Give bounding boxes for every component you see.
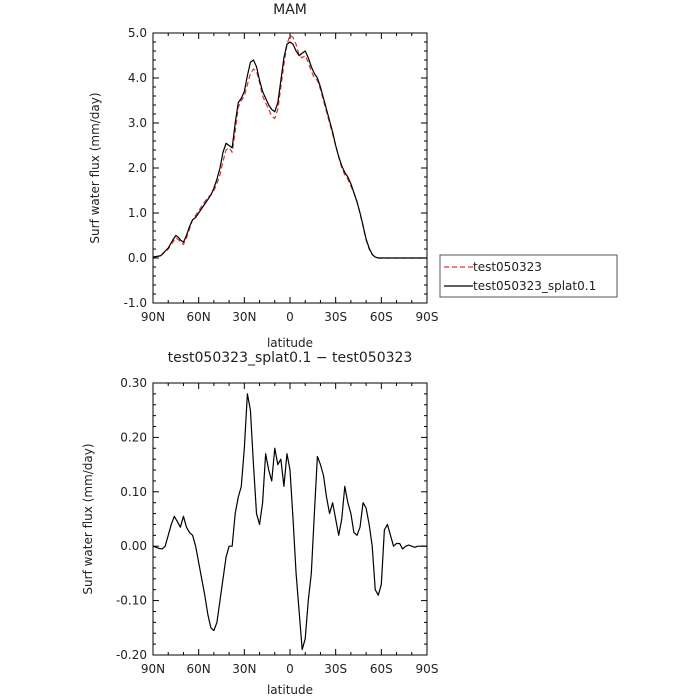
legend-box [439, 254, 618, 298]
y-tick-label: 5.0 [128, 26, 147, 40]
series-line-test050323-splat0-1 [152, 41, 427, 259]
series-line-test050323 [152, 34, 427, 259]
y-tick-label: 0.10 [120, 485, 147, 499]
x-tick-label: 60S [370, 662, 393, 676]
y-tick-labels: -0.20 -0.10 0.00 0.10 0.20 0.30 [116, 376, 147, 662]
x-tick-label: 0 [286, 310, 294, 324]
difference-chart-title: test050323_splat0.1 − test050323 [168, 350, 413, 366]
series-line-difference [152, 393, 427, 651]
y-axis-label: Surf water flux (mm/day) [88, 92, 102, 243]
x-tick-label: 30N [232, 662, 256, 676]
top-chart-panel: MAM -1.0 0.0 1.0 2.0 3.0 4.0 5.0 90N 60N 30N 0 30S… [88, 2, 618, 350]
y-axis-label: Surf water flux (mm/day) [81, 443, 95, 594]
y-tick-label: -0.20 [116, 648, 147, 662]
axis-ticks [152, 382, 428, 656]
legend: test050323 test050323_splat0.1 [439, 254, 618, 298]
axis-ticks [152, 32, 428, 304]
y-tick-labels: -1.0 0.0 1.0 2.0 3.0 4.0 5.0 [124, 26, 147, 310]
bottom-chart-panel: test050323_splat0.1 − test050323 -0.20-0… [81, 350, 438, 697]
x-axis-label: latitude [267, 336, 313, 350]
y-tick-label: 1.0 [128, 206, 147, 220]
x-axis-label: latitude [267, 683, 313, 697]
x-tick-labels: 90N 60N 30N 0 30S 60S 90S [141, 310, 439, 324]
y-tick-label: 2.0 [128, 161, 147, 175]
x-tick-label: 90N [141, 310, 165, 324]
y-tick-label: -0.10 [116, 594, 147, 608]
y-tick-label: 4.0 [128, 71, 147, 85]
chart-title: MAM [273, 2, 307, 18]
x-tick-label: 90S [416, 662, 439, 676]
x-tick-label: 30S [324, 662, 347, 676]
data-lines [152, 393, 427, 651]
x-tick-labels: 90N 60N 30N 0 30S 60S 90S [141, 662, 439, 676]
legend-label-test050323: test050323 [473, 260, 542, 274]
y-tick-label: 3.0 [128, 116, 147, 130]
x-tick-label: 90N [141, 662, 165, 676]
x-tick-label: 60S [370, 310, 393, 324]
data-lines [152, 34, 427, 259]
legend-label-test050323-splat: test050323_splat0.1 [473, 279, 596, 293]
x-tick-label: 30S [324, 310, 347, 324]
x-tick-label: 60N [187, 310, 211, 324]
y-tick-label: -1.0 [124, 296, 147, 310]
y-tick-label: 0.20 [120, 430, 147, 444]
y-tick-label: 0.0 [128, 251, 147, 265]
y-tick-label: 0.00 [120, 539, 147, 553]
y-tick-label: 0.30 [120, 376, 147, 390]
x-tick-label: 90S [416, 310, 439, 324]
x-tick-label: 30N [232, 310, 256, 324]
x-tick-label: 0 [286, 662, 294, 676]
x-tick-label: 60N [187, 662, 211, 676]
